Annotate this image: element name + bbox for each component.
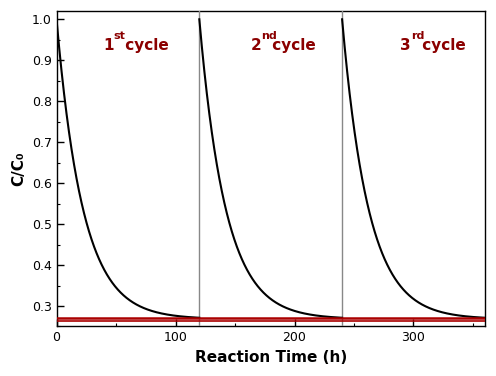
- Text: 1: 1: [103, 38, 114, 53]
- Text: nd: nd: [261, 31, 277, 41]
- Y-axis label: C/C₀: C/C₀: [11, 152, 26, 186]
- Text: 3: 3: [400, 38, 411, 53]
- Text: cycle: cycle: [417, 38, 466, 53]
- Text: st: st: [114, 31, 125, 41]
- Text: cycle: cycle: [267, 38, 316, 53]
- Text: cycle: cycle: [120, 38, 168, 53]
- Text: 2: 2: [250, 38, 261, 53]
- Text: rd: rd: [411, 31, 425, 41]
- X-axis label: Reaction Time (h): Reaction Time (h): [194, 350, 347, 365]
